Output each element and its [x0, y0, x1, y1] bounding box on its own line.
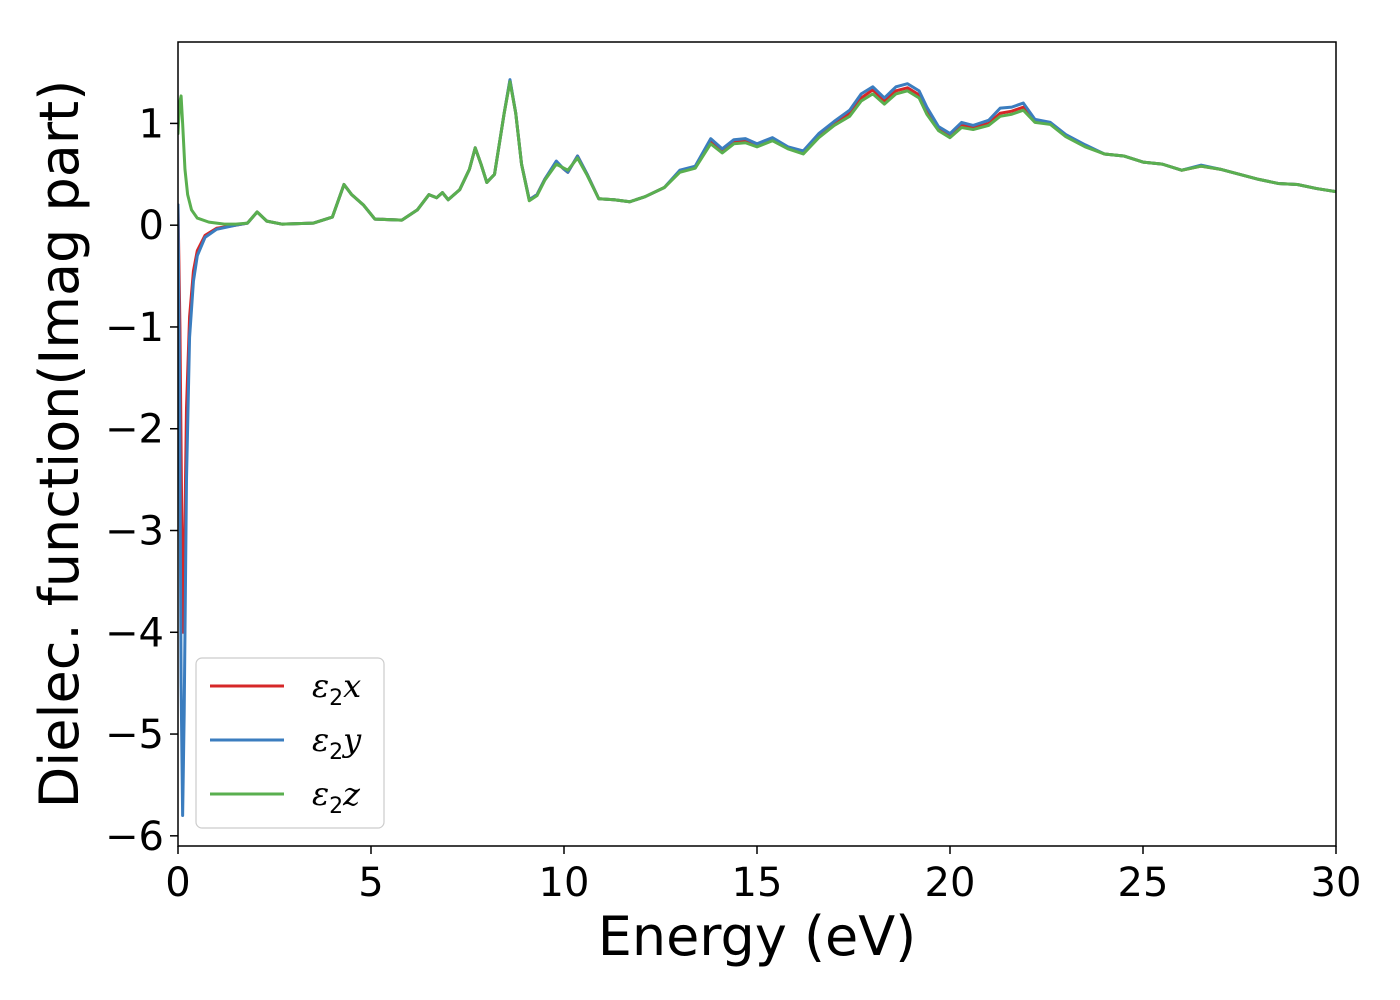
y-tick-label: −5 [105, 712, 164, 758]
y-tick-label: −2 [105, 407, 164, 453]
x-tick-label: 0 [165, 860, 190, 906]
legend-label-y: ε2y [312, 721, 362, 765]
x-tick-label: 15 [732, 860, 783, 906]
legend-label-z: ε2z [312, 775, 361, 819]
x-tick-label: 20 [925, 860, 976, 906]
legend: ε2x ε2y ε2z [195, 657, 385, 829]
y-axis-label: Dielec. function(Imag part) [28, 80, 91, 809]
y-tick-label: −6 [105, 814, 164, 860]
legend-box [195, 657, 385, 829]
x-tick-label: 5 [358, 860, 383, 906]
x-tick-label: 30 [1311, 860, 1362, 906]
x-tick-label: 10 [539, 860, 590, 906]
y-tick-label: 0 [139, 203, 164, 249]
x-axis-ticks: 0 5 10 15 20 25 30 [165, 846, 1361, 906]
legend-label-x: ε2x [312, 667, 361, 711]
y-axis-ticks: −6 −5 −4 −3 −2 −1 0 1 [105, 101, 178, 860]
y-tick-label: −1 [105, 305, 164, 351]
x-axis-label: Energy (eV) [598, 905, 917, 968]
series-layer [178, 78, 1336, 817]
x-tick-label: 25 [1118, 860, 1169, 906]
y-tick-label: −3 [105, 509, 164, 555]
series-line-z [178, 80, 1336, 226]
y-tick-label: −4 [105, 610, 164, 656]
y-tick-label: 1 [139, 101, 164, 147]
